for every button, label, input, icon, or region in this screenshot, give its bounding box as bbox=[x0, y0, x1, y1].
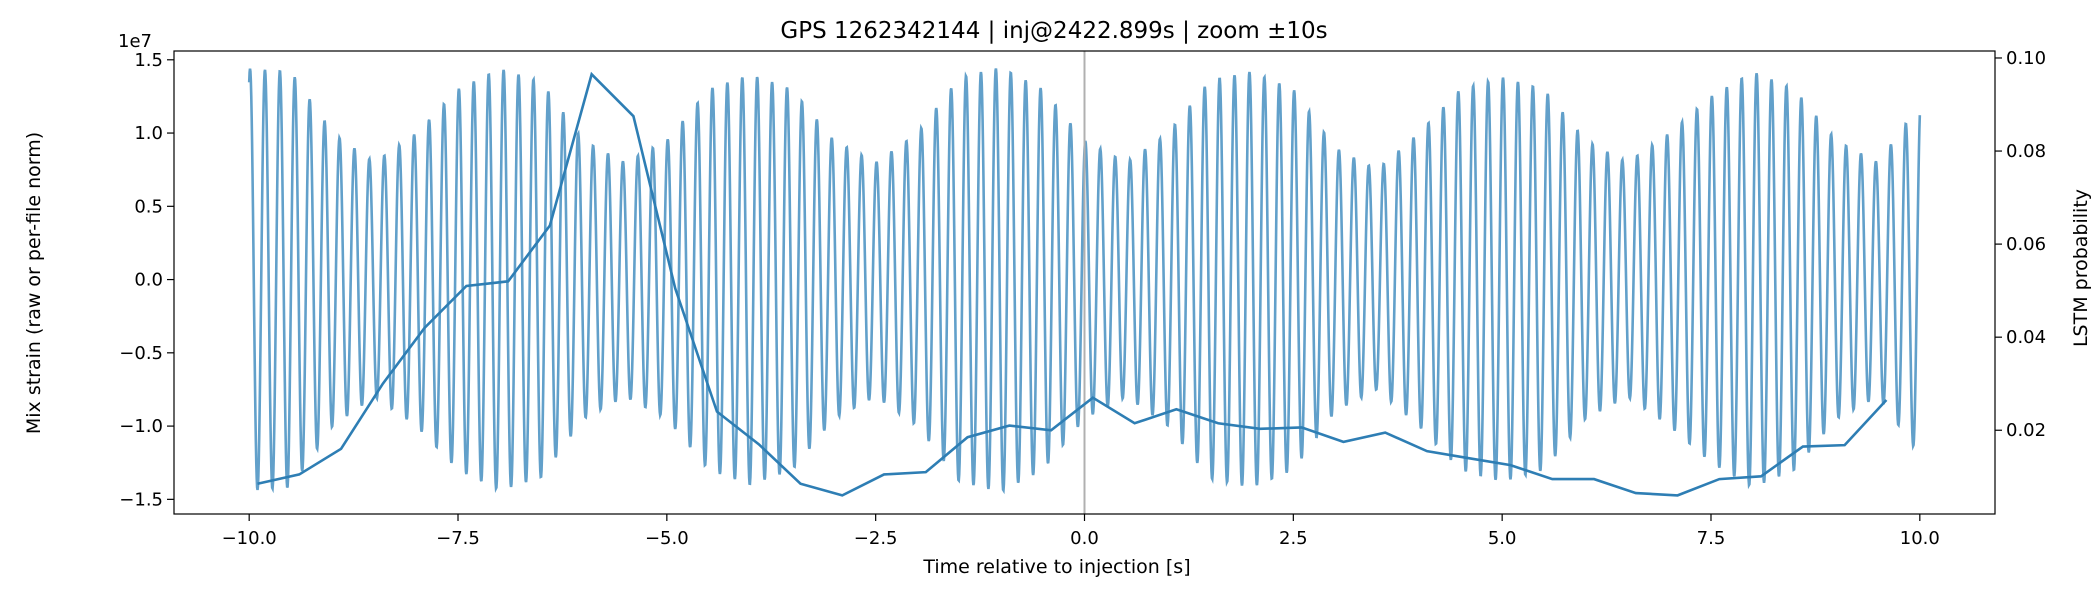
y-left-tick-label: 0.5 bbox=[134, 196, 163, 217]
x-tick-label: 0.0 bbox=[1070, 528, 1099, 549]
y-left-tick-label: 0.0 bbox=[134, 270, 163, 291]
y-right-tick-label: 0.04 bbox=[2006, 327, 2046, 348]
y-right-tick-label: 0.02 bbox=[2006, 420, 2046, 441]
chart-title: GPS 1262342144 | inj@2422.899s | zoom ±1… bbox=[780, 18, 1327, 44]
x-tick-label: −5.0 bbox=[645, 528, 689, 549]
y-right-tick-label: 0.08 bbox=[2006, 141, 2046, 162]
y-right-tick-label: 0.10 bbox=[2006, 48, 2046, 69]
x-axis-label: Time relative to injection [s] bbox=[922, 556, 1190, 578]
y-left-tick-label: −0.5 bbox=[119, 343, 163, 364]
x-tick-label: 7.5 bbox=[1697, 528, 1726, 549]
y-axis-left-label: Mix strain (raw or per-file norm) bbox=[23, 132, 45, 434]
lstm-probability-series bbox=[257, 71, 1888, 497]
y-left-tick-label: 1.5 bbox=[134, 50, 163, 71]
lstm-probability-line bbox=[257, 71, 1888, 497]
y-axis-left: −1.5 −1.0 −0.5 0.0 0.5 1.0 1.5 bbox=[119, 50, 174, 510]
x-tick-label: 10.0 bbox=[1900, 528, 1940, 549]
y-axis-right: 0.02 0.04 0.06 0.08 0.10 bbox=[1995, 48, 2046, 441]
y-right-tick-label: 0.06 bbox=[2006, 234, 2046, 255]
x-tick-label: −7.5 bbox=[436, 528, 480, 549]
x-axis: −10.0 −7.5 −5.0 −2.5 0.0 2.5 5.0 7.5 10.0 bbox=[222, 514, 1940, 549]
y-left-tick-label: 1.0 bbox=[134, 123, 163, 144]
y-axis-right-label: LSTM probability bbox=[2070, 189, 2092, 347]
y-left-tick-label: −1.5 bbox=[119, 489, 163, 510]
x-tick-label: 5.0 bbox=[1488, 528, 1517, 549]
y-left-tick-label: −1.0 bbox=[119, 416, 163, 437]
y-left-offset-label: 1e7 bbox=[118, 31, 152, 52]
x-tick-label: −2.5 bbox=[854, 528, 898, 549]
x-tick-label: 2.5 bbox=[1279, 528, 1308, 549]
x-tick-label: −10.0 bbox=[222, 528, 277, 549]
